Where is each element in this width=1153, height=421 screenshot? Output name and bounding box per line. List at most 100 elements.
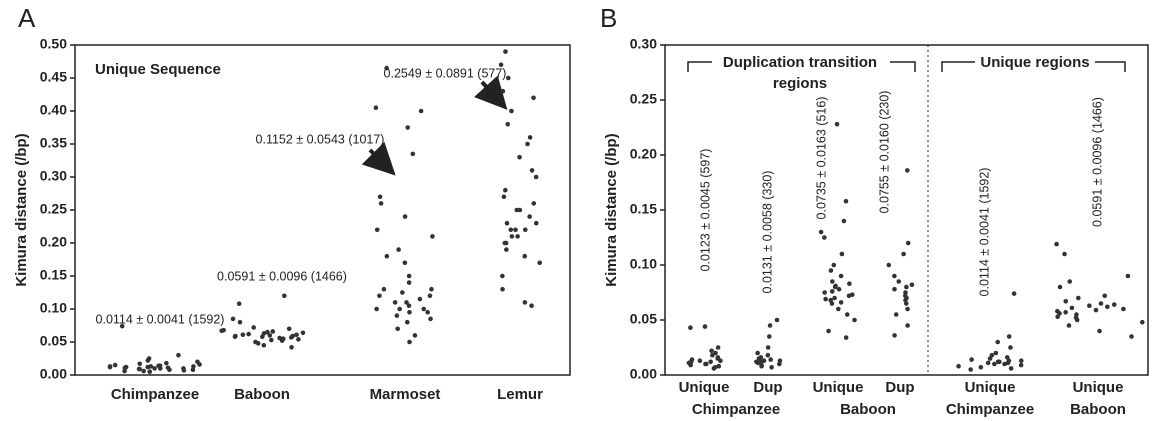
data-point [282,293,287,299]
y-axis-label: Kimura distance (/bp) [603,133,620,286]
data-point [508,227,514,233]
group-label: Chimpanzee [946,401,1034,418]
data-point [978,365,984,370]
data-point [522,300,528,305]
data-point [505,121,511,127]
data-point [1125,273,1131,279]
data-point [1018,362,1024,368]
data-point [404,319,410,325]
data-point [410,151,416,157]
y-tick-label: 0.00 [630,366,657,382]
data-point [402,214,408,219]
data-point [270,329,276,334]
data-point [1054,241,1059,247]
data-point [1057,284,1063,290]
data-point [261,343,267,348]
data-point [221,327,226,333]
data-point [417,296,423,302]
data-point [123,364,129,370]
data-point [294,332,299,338]
data-point [830,279,835,284]
data-point [1076,295,1081,301]
annotation: 0.0123 ± 0.0045 (597) [698,149,712,272]
data-point [1111,302,1117,307]
data-point [1008,366,1014,371]
data-point [822,290,827,295]
x-tick-label: Unique [1073,379,1124,396]
data-point [181,366,186,371]
data-point [823,296,828,302]
data-point [515,234,520,239]
data-point [407,310,412,315]
data-point [844,312,850,317]
data-point [425,310,430,315]
data-point [703,361,709,367]
panel-label: A [18,3,36,33]
x-tick-label: Unique [813,379,864,396]
data-point [392,300,398,305]
data-point [513,227,518,233]
data-point [1097,328,1102,334]
data-point [843,335,849,340]
y-tick-label: 0.50 [40,36,67,52]
data-point [702,324,708,329]
data-point [290,333,296,339]
data-point [909,282,915,288]
x-tick-label: Marmoset [370,386,441,403]
data-point [267,333,273,338]
data-point [395,326,400,332]
data-point [157,363,163,369]
data-point [280,336,286,342]
data-point [841,218,847,224]
y-tick-label: 0.30 [40,168,67,184]
data-point [1004,355,1010,360]
data-point [1062,251,1067,257]
data-point [686,360,692,366]
data-point [537,260,543,266]
data-point [995,339,1001,345]
y-tick-label: 0.35 [40,135,67,151]
data-point [506,75,511,81]
data-point [373,105,379,110]
data-point [905,168,910,173]
data-point [1067,279,1073,284]
data-point [708,359,713,365]
annotation: 0.0114 ± 0.0041 (1592) [977,168,991,297]
y-tick-label: 0.05 [40,333,67,349]
data-point [843,198,849,204]
data-point [755,350,760,356]
data-point [828,268,834,273]
data-point [846,293,852,299]
data-point [768,357,773,362]
chart-title: Unique Sequence [95,61,221,78]
data-point [525,141,530,147]
data-point [137,361,143,367]
data-point [903,290,908,295]
data-point [527,135,533,140]
data-point [831,262,837,268]
data-point [834,121,840,127]
data-point [758,359,764,365]
data-point [503,187,508,193]
data-point [421,306,427,312]
data-point [384,65,389,71]
data-point [822,235,827,240]
group-label: Chimpanzee [692,401,780,418]
data-point [277,335,282,341]
data-point [838,273,844,279]
data-point [1087,303,1092,309]
data-point [985,360,991,366]
y-tick-label: 0.20 [630,146,657,162]
data-point [839,251,845,257]
y-tick-label: 0.40 [40,102,67,118]
data-point [412,333,418,338]
data-point [905,240,911,246]
data-point [531,201,537,206]
data-point [838,300,844,305]
data-point [396,247,401,252]
data-point [765,352,771,358]
data-point [697,358,703,364]
arrow [361,141,396,176]
